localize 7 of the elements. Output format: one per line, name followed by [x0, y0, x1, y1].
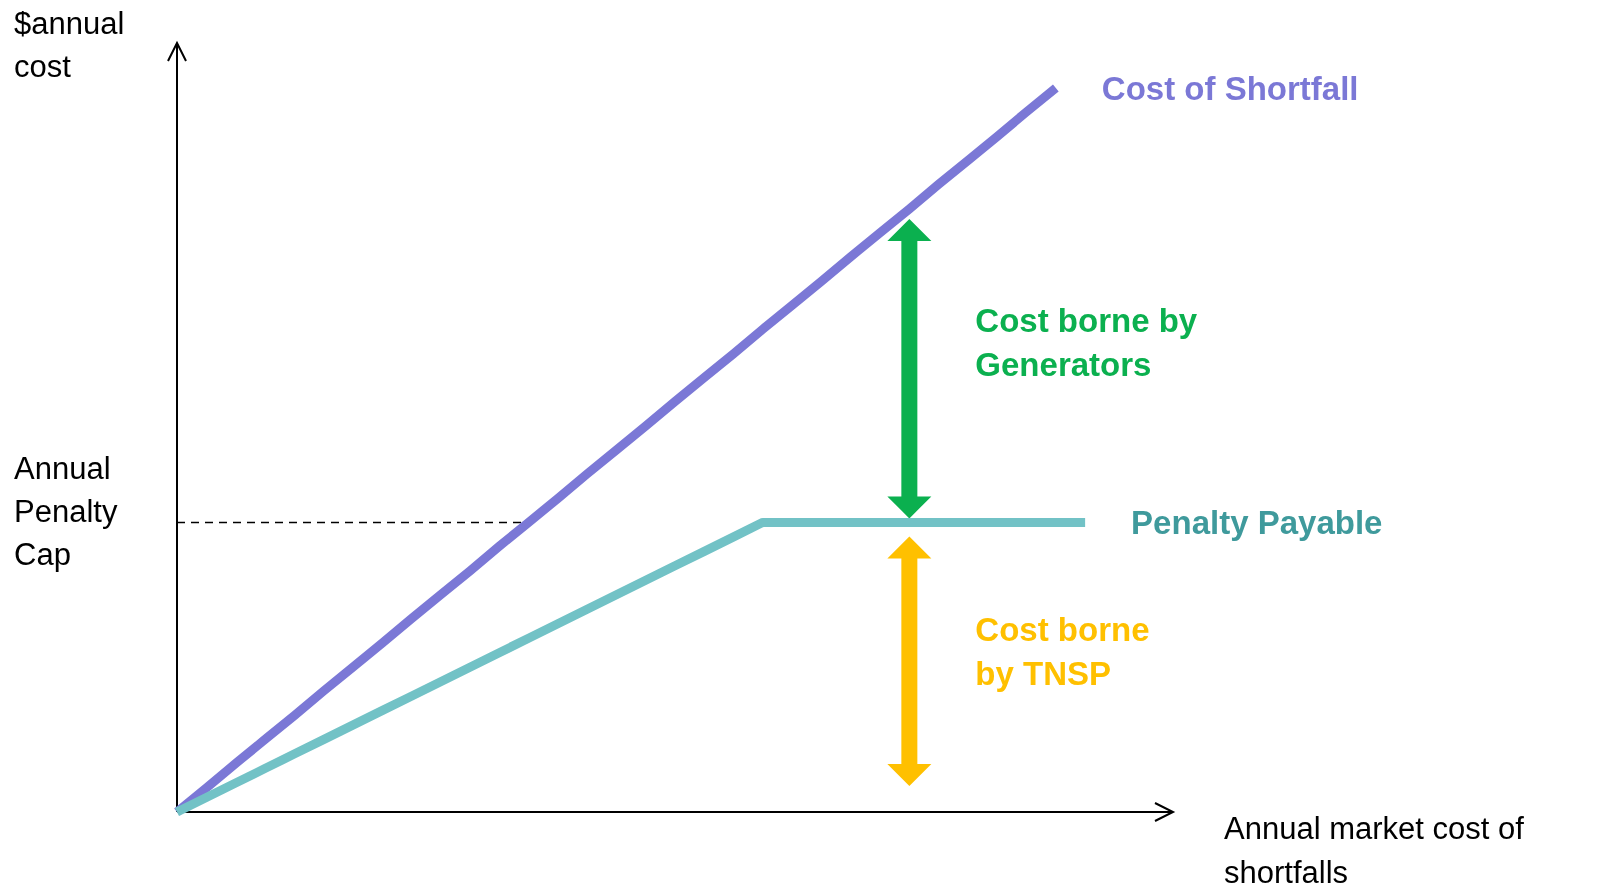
annotation: Cost borne by Generators [975, 302, 1198, 384]
annotation: Cost borne by TNSP [975, 610, 1150, 692]
ref-line-label: Annual Penalty Cap [14, 451, 118, 573]
series-label: Cost of Shortfall [1101, 69, 1359, 107]
y-axis-title: $annual cost [14, 6, 125, 84]
series-label: Penalty Payable [1131, 503, 1383, 541]
x-axis-title: Annual market cost of shortfalls [1224, 811, 1525, 890]
